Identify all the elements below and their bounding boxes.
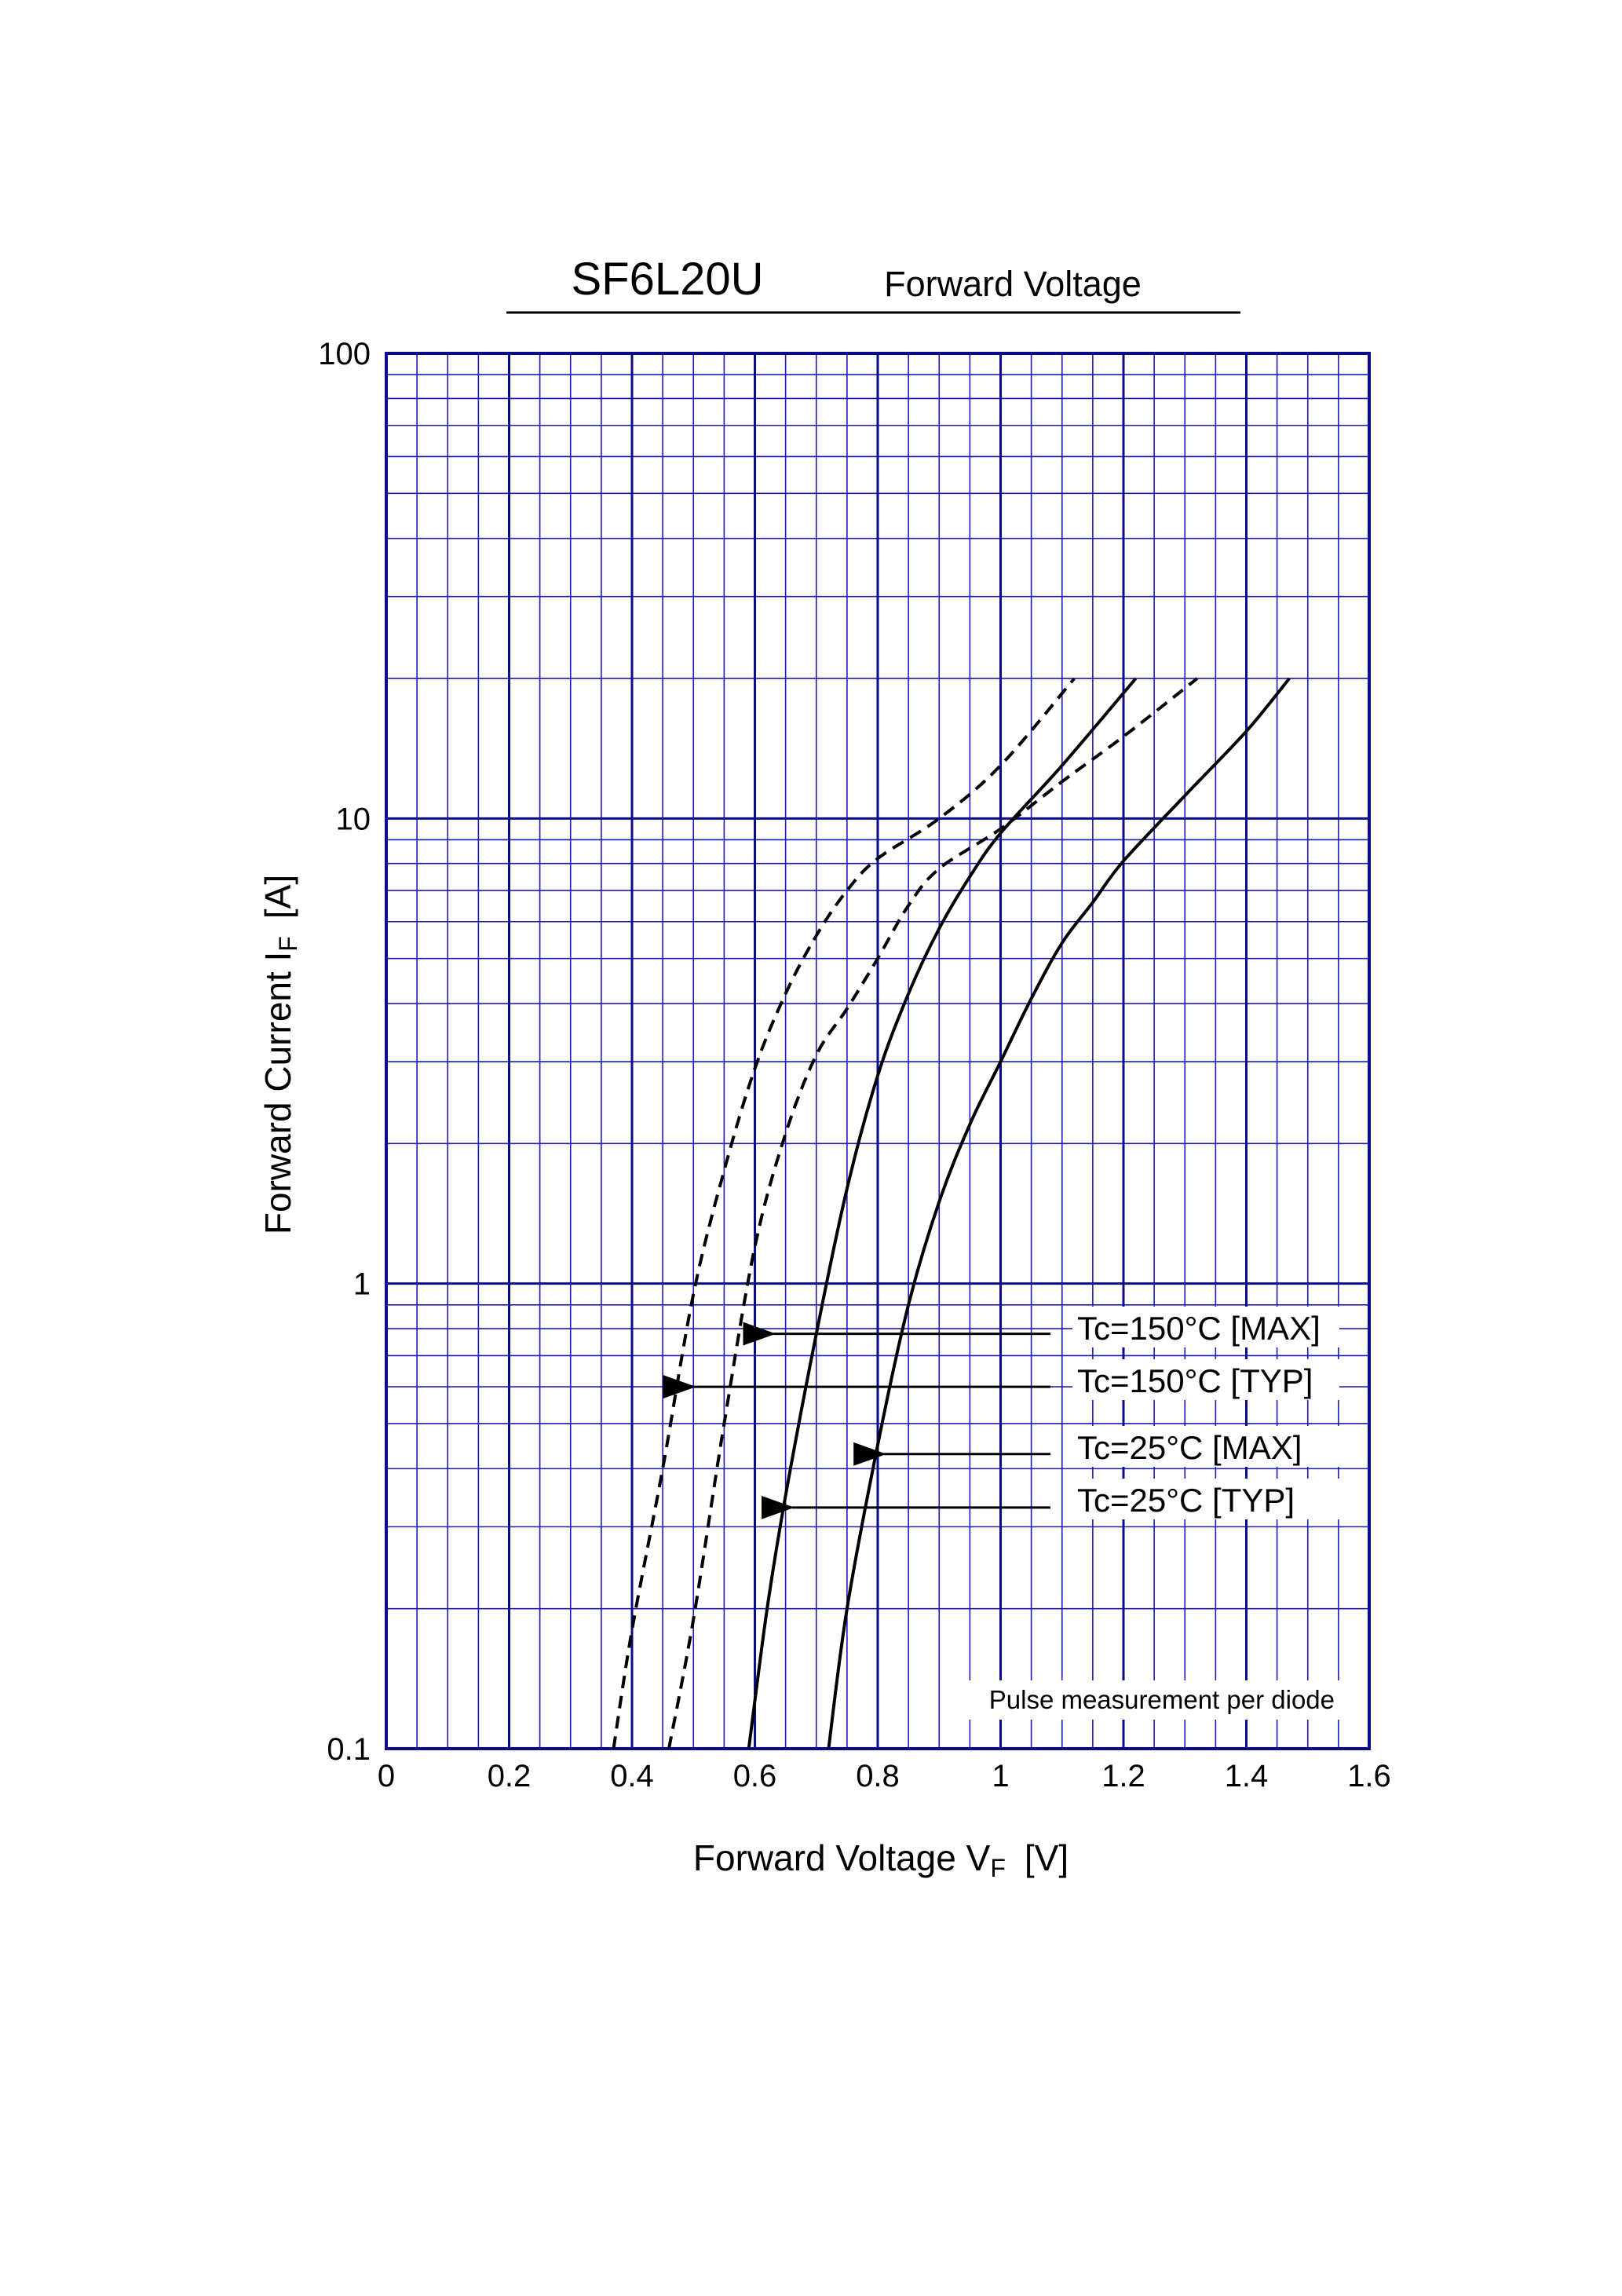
x-tick-label: 0	[378, 1759, 395, 1793]
annotation-label-bg	[1072, 1307, 1339, 1347]
x-tick-label: 0.2	[488, 1759, 532, 1793]
x-axis-label-main: Forward Voltage V	[693, 1837, 991, 1878]
annotation-label-bg	[1072, 1479, 1339, 1519]
x-tick-label: 1.4	[1225, 1759, 1269, 1793]
plot-frame	[385, 352, 1371, 1750]
y-tick-label: 1	[353, 1267, 371, 1302]
y-axis-label-unit: [A]	[258, 875, 298, 919]
x-axis-label-unit: [V]	[1025, 1837, 1069, 1878]
x-axis-label-sub: F	[990, 1854, 1006, 1882]
annotation-label: Tc=25°C [TYP]	[1077, 1482, 1295, 1519]
series-curve-3	[827, 677, 1291, 1749]
x-tick-label: 1.2	[1101, 1759, 1145, 1793]
annotation-label: Tc=150°C [MAX]	[1077, 1310, 1321, 1347]
y-tick-label: 0.1	[327, 1732, 371, 1767]
grid-major	[385, 352, 1371, 1750]
x-axis-label: Forward Voltage VF [V]	[693, 1837, 1069, 1882]
annotation-label-bg	[1072, 1359, 1339, 1400]
annotation-layer: Tc=150°C [MAX] Tc=150°C [TYP] Tc=25°C [MAX…	[663, 1307, 1339, 1519]
pulse-note: Pulse measurement per diode	[989, 1685, 1335, 1714]
series-curve-1	[667, 677, 1199, 1749]
chart-subtitle: Forward Voltage	[884, 264, 1142, 304]
series-layer	[612, 677, 1291, 1749]
y-axis-label-sub: F	[274, 936, 302, 952]
y-axis-label: Forward Current IF [A]	[258, 875, 302, 1234]
note-background	[942, 1680, 1343, 1720]
y-tick-label: 10	[336, 802, 371, 836]
x-tick-label: 0.6	[733, 1759, 777, 1793]
y-axis-label-main: Forward Current I	[258, 952, 298, 1234]
y-tick-labels: 0.1 1 10 100	[318, 337, 371, 1767]
chart-title: SF6L20U	[571, 254, 763, 305]
x-tick-label: 0.4	[610, 1759, 654, 1793]
series-curve-2	[612, 677, 1076, 1749]
x-tick-labels: 0 0.2 0.4 0.6 0.8 1 1.2 1.4 1.6	[378, 1759, 1391, 1793]
annotation-label: Tc=150°C [TYP]	[1077, 1362, 1313, 1399]
x-tick-label: 0.8	[856, 1759, 900, 1793]
x-tick-label: 1	[992, 1759, 1009, 1793]
series-curve-4	[747, 677, 1138, 1749]
x-tick-label: 1.6	[1347, 1759, 1391, 1793]
y-tick-label: 100	[318, 337, 371, 371]
annotation-label-bg	[1072, 1426, 1339, 1467]
annotation-label: Tc=25°C [MAX]	[1077, 1429, 1302, 1466]
